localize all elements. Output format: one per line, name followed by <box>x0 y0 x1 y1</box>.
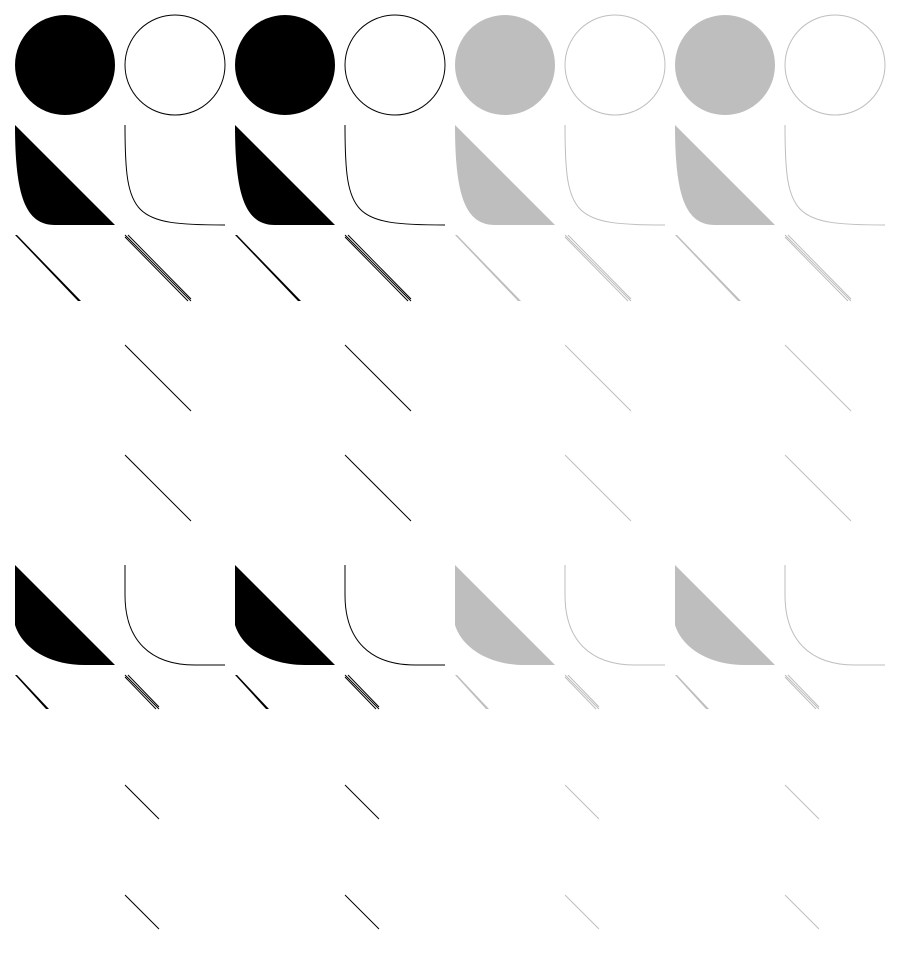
small-thin-diagonals-outline-light-line-c <box>564 676 597 710</box>
thin-diagonals-outline-light-line-c <box>784 236 849 302</box>
rounded-quarter-outline-light-shape <box>784 565 885 666</box>
small-diagonal-line-outline-dark-line <box>124 894 160 930</box>
concave-curve-fill-light-shape <box>455 125 555 225</box>
thin-diagonals-outline-dark-line-c <box>124 236 189 302</box>
small-diagonal-line-outline-dark-line <box>124 784 160 820</box>
rounded-quarter-fill-light-shape <box>455 565 555 665</box>
small-thin-diagonals-outline-dark-line-b <box>127 674 160 708</box>
rounded-quarter-outline-dark-shape <box>124 565 225 666</box>
small-thin-diagonals-outline-dark-line-c <box>344 676 377 710</box>
rounded-quarter-fill-light-shape <box>675 565 775 665</box>
concave-curve-fill-dark-shape <box>235 125 335 225</box>
small-diagonal-line-outline-light-line <box>784 784 820 820</box>
rounded-quarter-fill-dark-shape <box>15 565 115 665</box>
concave-curve-outline-light-shape <box>784 124 886 226</box>
circle-outline-light-shape <box>564 14 666 116</box>
small-thin-diagonals-outline-light-line-c <box>784 676 817 710</box>
diagonal-line-outline-dark-line <box>344 344 412 412</box>
circle-fill-dark-shape <box>15 15 115 115</box>
thin-diagonals-fill-light-wedge <box>675 235 741 301</box>
small-thin-diagonals-outline-light-line-a <box>564 674 600 710</box>
thin-diagonals-outline-light-line-b <box>787 234 852 300</box>
rounded-quarter-outline-dark-shape <box>344 565 445 666</box>
small-thin-diagonals-outline-dark-line-b <box>347 674 380 708</box>
concave-curve-fill-light-shape <box>675 125 775 225</box>
circle-fill-light-shape <box>675 15 775 115</box>
small-thin-diagonals-outline-dark-line-c <box>124 676 157 710</box>
diagonal-line-outline-light-line <box>564 344 632 412</box>
diagonal-line-outline-light-line <box>564 454 632 522</box>
diagonal-line-outline-light-line <box>784 454 852 522</box>
rounded-quarter-fill-dark-shape <box>235 565 335 665</box>
concave-curve-outline-light-shape <box>564 124 666 226</box>
small-thin-diagonals-outline-light-line-a <box>784 674 820 710</box>
small-thin-diagonals-fill-dark-wedge <box>235 675 269 709</box>
thin-diagonals-outline-dark-line-a <box>344 234 412 302</box>
circle-fill-light-shape <box>455 15 555 115</box>
circle-outline-dark-shape <box>344 14 446 116</box>
small-thin-diagonals-outline-dark-line-a <box>344 674 380 710</box>
thin-diagonals-fill-dark-wedge <box>15 235 81 301</box>
diagonal-line-outline-dark-line <box>124 344 192 412</box>
thin-diagonals-fill-dark-wedge <box>235 235 301 301</box>
diagonal-line-outline-light-line <box>784 344 852 412</box>
small-thin-diagonals-fill-light-wedge <box>675 675 709 709</box>
small-thin-diagonals-fill-light-wedge <box>455 675 489 709</box>
small-thin-diagonals-outline-light-line-b <box>787 674 820 708</box>
circle-fill-dark-shape <box>235 15 335 115</box>
rounded-quarter-outline-light-shape <box>564 565 665 666</box>
concave-curve-outline-dark-shape <box>124 124 226 226</box>
thin-diagonals-outline-light-line-c <box>564 236 629 302</box>
thin-diagonals-outline-dark-line-b <box>127 234 192 300</box>
small-thin-diagonals-outline-dark-line-a <box>124 674 160 710</box>
small-thin-diagonals-outline-light-line-b <box>567 674 600 708</box>
small-thin-diagonals-fill-dark-wedge <box>15 675 49 709</box>
small-diagonal-line-outline-dark-line <box>344 894 380 930</box>
diagonal-line-outline-dark-line <box>344 454 412 522</box>
small-diagonal-line-outline-light-line <box>784 894 820 930</box>
thin-diagonals-fill-light-wedge <box>455 235 521 301</box>
small-diagonal-line-outline-light-line <box>564 784 600 820</box>
small-diagonal-line-outline-dark-line <box>344 784 380 820</box>
thin-diagonals-outline-dark-line-b <box>347 234 412 300</box>
thin-diagonals-outline-dark-line-a <box>124 234 192 302</box>
thin-diagonals-outline-dark-line-c <box>344 236 409 302</box>
thin-diagonals-outline-light-line-a <box>564 234 632 302</box>
concave-curve-fill-dark-shape <box>15 125 115 225</box>
concave-curve-outline-dark-shape <box>344 124 446 226</box>
small-diagonal-line-outline-light-line <box>564 894 600 930</box>
circle-outline-dark-shape <box>124 14 226 116</box>
circle-outline-light-shape <box>784 14 886 116</box>
diagonal-line-outline-dark-line <box>124 454 192 522</box>
thin-diagonals-outline-light-line-b <box>567 234 632 300</box>
thin-diagonals-outline-light-line-a <box>784 234 852 302</box>
